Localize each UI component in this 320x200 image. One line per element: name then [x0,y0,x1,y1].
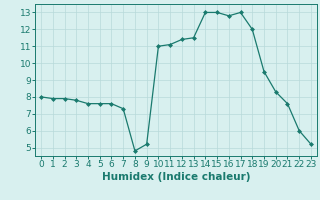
X-axis label: Humidex (Indice chaleur): Humidex (Indice chaleur) [102,172,250,182]
